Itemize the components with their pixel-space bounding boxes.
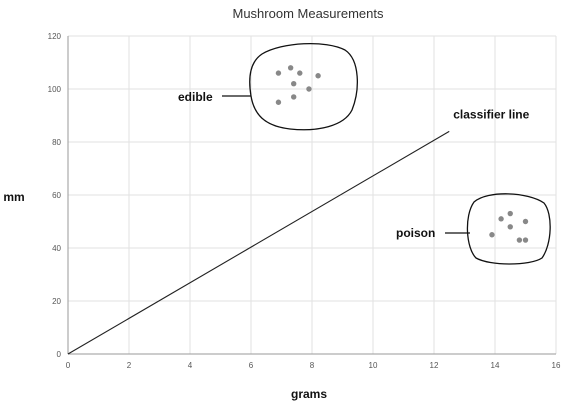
gridlines [67,35,557,355]
data-point-edible [297,70,303,76]
x-axis-label: grams [291,387,327,401]
cluster-outline-poison [466,193,551,265]
data-point-poison [489,232,495,238]
x-tick-label: 10 [369,361,378,370]
data-points [275,65,529,243]
data-point-poison [507,210,513,217]
y-tick-label: 40 [52,244,61,253]
data-point-edible [306,86,312,92]
classifier-line-group: classifier line [67,107,530,355]
data-point-poison [507,224,513,230]
axes [67,36,556,355]
cluster-outline-edible [249,42,358,131]
y-tick-label: 80 [52,138,61,147]
y-tick-label: 0 [57,350,62,359]
annotation-edible: edible [178,90,213,104]
data-point-edible [315,73,321,79]
data-point-edible [275,70,282,76]
x-tick-label: 16 [552,361,561,370]
x-tick-label: 4 [188,361,193,370]
annotations: edible poison [178,90,470,240]
x-tick-label: 14 [491,361,500,370]
data-point-poison [498,216,504,222]
data-point-edible [275,99,282,105]
data-point-poison [516,237,523,243]
y-tick-label: 60 [52,191,61,200]
x-tick-label: 12 [430,361,439,370]
tick-labels: 0 2 4 6 8 10 12 14 16 0 20 40 60 80 100 120 [48,32,561,370]
x-tick-label: 0 [66,361,71,370]
x-tick-label: 6 [249,361,254,370]
data-point-edible [291,94,297,100]
classifier-line [67,130,450,355]
y-tick-label: 100 [48,85,62,94]
data-point-poison [522,237,529,243]
classifier-line-label: classifier line [453,107,529,121]
x-tick-label: 2 [127,361,132,370]
data-point-edible [287,65,294,71]
annotation-poison: poison [396,226,435,240]
data-point-poison [522,218,529,225]
y-axis-label: mm [3,190,24,204]
y-tick-label: 20 [52,297,61,306]
y-tick-label: 120 [48,32,62,41]
data-point-edible [291,81,297,87]
chart-title: Mushroom Measurements [233,6,384,21]
x-tick-label: 8 [310,361,315,370]
